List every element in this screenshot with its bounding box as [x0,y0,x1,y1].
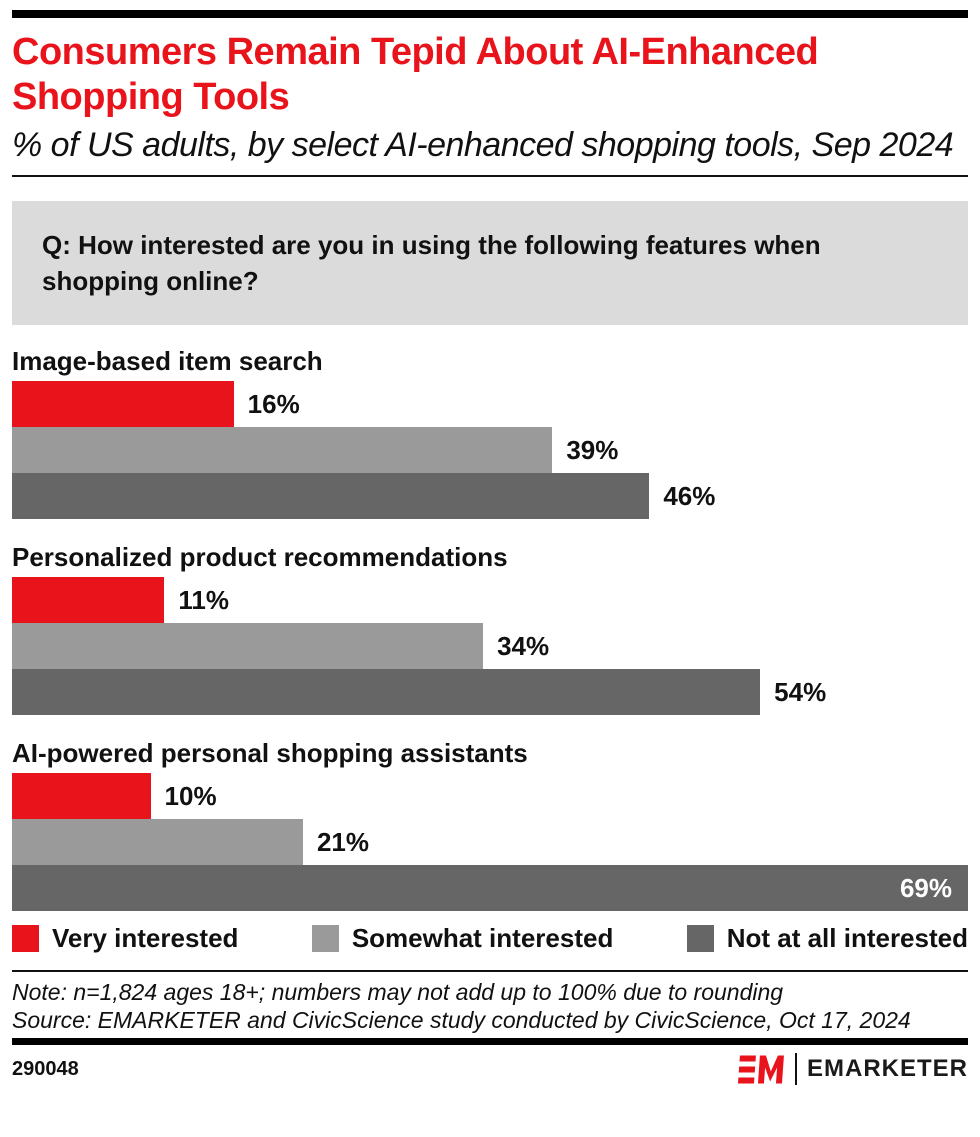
bar-fill [12,473,650,519]
bar-value-label: 54% [774,676,827,707]
legend: Very interested Somewhat interested Not … [12,923,968,954]
legend-swatch-dark-gray [686,925,714,952]
survey-question-text: Q: How interested are you in using the f… [42,230,821,296]
bar-row-somewhat-interested: 21% [12,819,968,865]
grouped-bar-chart: Image-based item search 16% 39% 46% Pers… [12,347,968,911]
legend-item-not-at-all-interested: Not at all interested [686,923,968,954]
legend-label: Not at all interested [726,923,968,953]
legend-label: Very interested [52,923,239,953]
bar-value-label: 10% [164,780,217,811]
chart-group-personalized-recommendations: Personalized product recommendations 11%… [12,543,968,715]
bar-fill [12,819,303,865]
footer: 290048 EMARKETER [12,1053,968,1085]
bar-value-label: 16% [247,388,300,419]
bar-fill [12,773,151,819]
bar-row-very-interested: 16% [12,381,968,427]
legend-swatch-gray [311,925,339,952]
chart-group-image-search: Image-based item search 16% 39% 46% [12,347,968,519]
legend-swatch-red [12,925,39,952]
bar-fill [12,669,761,715]
top-rule [12,10,968,18]
survey-question-box: Q: How interested are you in using the f… [12,201,968,325]
bar-row-not-at-all-interested: 54% [12,669,968,715]
chart-id: 290048 [12,1057,79,1080]
legend-label: Somewhat interested [351,923,614,953]
bar-value-label: 39% [566,434,619,465]
chart-page: Consumers Remain Tepid About AI-Enhanced… [0,10,980,1085]
bar-fill [12,381,234,427]
legend-item-very-interested: Very interested [12,923,238,954]
bottom-rule [12,1038,968,1045]
category-label: Personalized product recommendations [12,542,508,572]
bar-row-not-at-all-interested: 69% [12,865,968,911]
note-text: Note: n=1,824 ages 18+; numbers may not … [12,979,784,1005]
notes-divider [12,970,968,972]
bar-value-label: 46% [663,480,716,511]
bar-value-label: 11% [178,584,229,615]
header-divider [12,175,968,177]
bar-row-somewhat-interested: 39% [12,427,968,473]
bar-row-not-at-all-interested: 46% [12,473,968,519]
bar-fill [12,623,484,669]
logo-divider [794,1053,797,1085]
chart-group-ai-shopping-assistants: AI-powered personal shopping assistants … [12,739,968,911]
category-label: Image-based item search [12,346,323,376]
bar-value-label: 69% [899,872,952,903]
bar-row-very-interested: 11% [12,577,968,623]
category-label: AI-powered personal shopping assistants [12,738,528,768]
bar-fill [12,577,165,623]
brand-name: EMARKETER [806,1055,968,1082]
emarketer-brand: EMARKETER [737,1053,968,1085]
bar-row-very-interested: 10% [12,773,968,819]
bar-value-label: 21% [316,826,369,857]
legend-item-somewhat-interested: Somewhat interested [311,923,614,954]
bar-value-label: 34% [497,630,550,661]
bar-row-somewhat-interested: 34% [12,623,968,669]
emarketer-logo-icon [737,1055,784,1083]
bar-fill: 69% [12,865,968,911]
bar-fill [12,427,553,473]
source-text: Source: EMARKETER and CivicScience study… [12,1007,911,1033]
notes-block: Note: n=1,824 ages 18+; numbers may not … [12,978,968,1034]
chart-title: Consumers Remain Tepid About AI-Enhanced… [12,31,819,118]
chart-subtitle: % of US adults, by select AI-enhanced sh… [12,126,954,164]
